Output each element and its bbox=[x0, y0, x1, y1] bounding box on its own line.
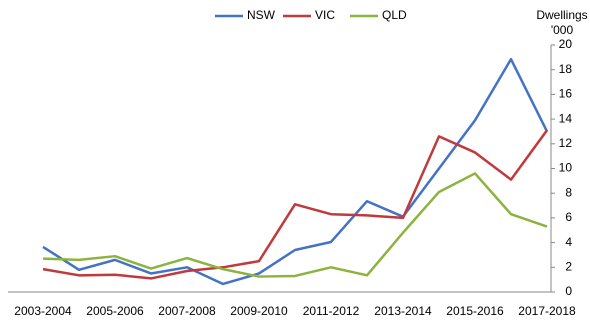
y-tick-label: 20 bbox=[559, 37, 573, 51]
legend-label: NSW bbox=[247, 8, 276, 22]
y-tick-label: 8 bbox=[565, 185, 572, 199]
x-tick-label: 2015-2016 bbox=[446, 304, 504, 318]
y-tick-label: 4 bbox=[565, 235, 572, 249]
line-series bbox=[42, 172, 548, 278]
line-series bbox=[42, 129, 549, 280]
y-tick-label: 14 bbox=[559, 111, 573, 125]
y-tick-label: 10 bbox=[559, 161, 573, 175]
line-series bbox=[42, 57, 549, 286]
x-tick-label: 2013-2014 bbox=[374, 304, 432, 318]
x-tick-label: 2003-2004 bbox=[14, 304, 72, 318]
x-tick-label: 2011-2012 bbox=[303, 304, 360, 318]
y-tick-label: 16 bbox=[559, 87, 573, 101]
y-axis-label: '000 bbox=[551, 23, 574, 37]
x-tick-label: 2017-2018 bbox=[518, 304, 576, 318]
y-axis-label: Dwellings bbox=[536, 8, 587, 22]
x-tick-label: 2005-2006 bbox=[86, 304, 144, 318]
legend-label: VIC bbox=[315, 8, 335, 22]
x-tick-label: 2009-2010 bbox=[230, 304, 288, 318]
y-tick-label: 0 bbox=[565, 284, 572, 298]
x-tick-label: 2007-2008 bbox=[158, 304, 216, 318]
legend-label: QLD bbox=[382, 8, 407, 22]
y-tick-label: 18 bbox=[559, 62, 573, 76]
y-tick-label: 12 bbox=[559, 136, 573, 150]
y-tick-label: 2 bbox=[565, 259, 572, 273]
y-tick-label: 6 bbox=[565, 210, 572, 224]
